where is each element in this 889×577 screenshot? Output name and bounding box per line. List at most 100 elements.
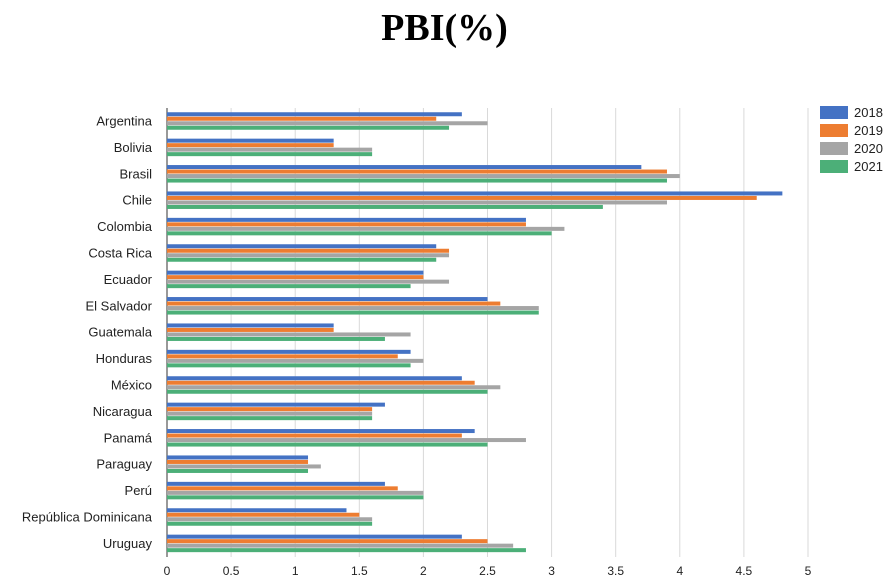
bar: [167, 358, 424, 363]
legend-label: 2021: [854, 159, 883, 174]
x-tick-label: 2: [420, 564, 427, 577]
category-label: Chile: [122, 193, 152, 208]
legend-swatch: [820, 142, 848, 155]
legend-swatch: [820, 124, 848, 137]
bar: [167, 508, 347, 513]
bar: [167, 495, 424, 500]
bar: [167, 442, 488, 447]
bar: [167, 297, 488, 302]
category-label: México: [111, 378, 152, 393]
bar: [167, 178, 667, 183]
category-label: Brasil: [119, 166, 152, 181]
bar: [167, 204, 603, 209]
legend-label: 2018: [854, 105, 883, 120]
category-label: Costa Rica: [88, 246, 152, 261]
bar: [167, 195, 757, 200]
x-tick-label: 0.5: [223, 564, 240, 577]
bar: [167, 121, 488, 126]
legend-swatch: [820, 160, 848, 173]
bar: [167, 548, 526, 553]
bar: [167, 376, 462, 381]
category-label: Uruguay: [103, 536, 153, 551]
bar: [167, 169, 667, 174]
bar: [167, 411, 373, 416]
bar: [167, 438, 526, 443]
bar: [167, 217, 526, 222]
x-tick-label: 4.5: [736, 564, 753, 577]
category-label: Paraguay: [96, 457, 152, 472]
bar: [167, 284, 411, 289]
category-label: Argentina: [96, 114, 152, 129]
bar: [167, 143, 334, 148]
bar: [167, 336, 385, 341]
bar: [167, 270, 424, 275]
bar: [167, 512, 360, 517]
bar: [167, 349, 411, 354]
bar: [167, 226, 565, 231]
bar: [167, 543, 514, 548]
category-label: Nicaragua: [93, 404, 153, 419]
legend-label: 2019: [854, 123, 883, 138]
bar: [167, 521, 373, 526]
category-label: Guatemala: [88, 325, 152, 340]
x-tick-label: 0: [164, 564, 171, 577]
category-label: Colombia: [97, 219, 153, 234]
x-tick-label: 4: [676, 564, 683, 577]
bar: [167, 416, 373, 421]
x-tick-label: 3.5: [607, 564, 624, 577]
bar: [167, 468, 309, 473]
category-label: Bolivia: [114, 140, 153, 155]
bar: [167, 147, 373, 152]
bar: [167, 306, 539, 311]
bar: [167, 332, 411, 337]
bar: [167, 517, 373, 522]
bar: [167, 323, 334, 328]
chart-title: PBI(%): [381, 7, 508, 49]
x-tick-label: 3: [548, 564, 555, 577]
category-label: Honduras: [96, 351, 153, 366]
bar: [167, 248, 450, 253]
bar: [167, 402, 385, 407]
bar: [167, 327, 334, 332]
bar: [167, 174, 680, 179]
bar: [167, 539, 488, 544]
bar: [167, 481, 385, 486]
bar: [167, 231, 552, 236]
bar: [167, 363, 411, 368]
bar: [167, 116, 437, 121]
bar: [167, 165, 642, 170]
bar: [167, 455, 309, 460]
bar: [167, 244, 437, 249]
bar: [167, 152, 373, 157]
category-label: República Dominicana: [22, 510, 153, 525]
category-label: Panamá: [104, 430, 153, 445]
category-label: Ecuador: [104, 272, 153, 287]
bar: [167, 385, 501, 390]
bar: [167, 257, 437, 262]
bar: [167, 310, 539, 315]
bar: [167, 464, 321, 469]
bar: [167, 191, 783, 196]
bar: [167, 490, 424, 495]
bar: [167, 486, 398, 491]
bar: [167, 459, 309, 464]
bar: [167, 301, 501, 306]
bar: [167, 534, 462, 539]
legend-label: 2020: [854, 141, 883, 156]
x-tick-label: 5: [805, 564, 812, 577]
bar: [167, 380, 475, 385]
bar: [167, 354, 398, 359]
bar: [167, 200, 667, 205]
bar: [167, 125, 450, 130]
bar: [167, 112, 462, 117]
bar: [167, 222, 526, 227]
bar: [167, 407, 373, 412]
bar: [167, 429, 475, 434]
bar: [167, 138, 334, 143]
bar: [167, 275, 424, 280]
legend-swatch: [820, 106, 848, 119]
bar: [167, 279, 450, 284]
x-tick-label: 1: [292, 564, 299, 577]
category-label: Perú: [125, 483, 152, 498]
